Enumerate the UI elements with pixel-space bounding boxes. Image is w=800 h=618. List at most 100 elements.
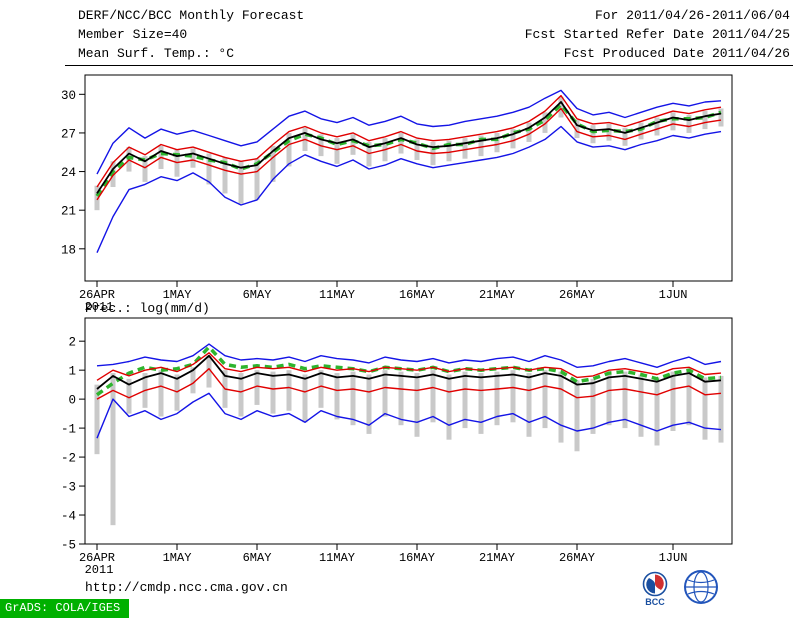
member-spread-bars xyxy=(670,371,676,431)
series-ensemble-mean xyxy=(96,101,722,194)
x-tick-label: 6MAY xyxy=(243,551,272,565)
member-spread-bars xyxy=(494,132,500,153)
y-tick-label: 21 xyxy=(61,205,76,219)
header-separator-line xyxy=(65,65,793,66)
member-spread-bars xyxy=(190,148,196,168)
y-tick-label: 1 xyxy=(68,365,76,379)
grads-credit-badge: GrADS: COLA/IGES xyxy=(0,599,130,618)
member-spread-bars xyxy=(398,132,404,154)
produced-date-label: Fcst Produced Date 2011/04/26 xyxy=(563,46,790,61)
precipitation-chart: -5 -4 -3 -2 -1 0 1 2 26APR 1MAY 6MAY 11MAY 16MAY 21MA… xyxy=(61,317,733,577)
y-tick-label: 0 xyxy=(68,394,76,408)
member-spread-bars xyxy=(558,371,564,443)
y-tick-label: -3 xyxy=(61,481,76,495)
member-spread-bars xyxy=(286,132,292,167)
member-spread-bars xyxy=(686,114,692,133)
temperature-chart: 18 21 24 27 30 26APR 1MAY 6MAY 11MAY 16MAY 21MAY 26… xyxy=(61,74,733,310)
x-tick-label: 1JUN xyxy=(659,288,688,302)
member-spread-bars xyxy=(670,112,676,131)
member-spread-bars xyxy=(254,370,260,405)
member-spread-bars xyxy=(270,145,276,182)
x-tick-label: 26APR xyxy=(79,288,115,302)
member-spread-bars xyxy=(254,158,260,200)
member-spread-bars xyxy=(302,374,308,423)
series-upper-bound xyxy=(96,94,722,188)
y-tick-label: -1 xyxy=(61,423,76,437)
member-spread-bars xyxy=(350,134,356,155)
bcc-logo-label: BCC xyxy=(645,597,665,607)
series-ensemble-max xyxy=(96,343,722,368)
member-spread-bars xyxy=(286,370,292,411)
member-spread-bars xyxy=(606,373,612,426)
x-tick-label: 11MAY xyxy=(319,551,355,565)
member-spread-bars xyxy=(558,96,564,118)
member-spread-bars xyxy=(334,373,340,420)
member-spread-bars xyxy=(542,370,548,429)
y-tick-label: 2 xyxy=(68,336,76,350)
member-spread-bars xyxy=(638,122,644,140)
refer-date-label: Fcst Started Refer Date 2011/04/25 xyxy=(524,27,790,42)
member-spread-bars xyxy=(142,156,148,182)
x-tick-label: 26MAY xyxy=(559,288,595,302)
plot-frame xyxy=(84,74,733,282)
series-ensemble-min xyxy=(96,392,722,439)
x-tick-label: 26MAY xyxy=(559,551,595,565)
member-spread-bars xyxy=(638,374,644,437)
member-spread-bars xyxy=(702,111,708,130)
member-spread-bars xyxy=(526,373,532,437)
member-spread-bars xyxy=(622,127,628,146)
member-spread-bars xyxy=(654,377,660,446)
website-url: http://cmdp.ncc.cma.gov.cn xyxy=(85,580,288,595)
x-tick-label: 16MAY xyxy=(399,288,435,302)
member-spread-bars xyxy=(686,370,692,426)
member-spread-bars xyxy=(446,140,452,162)
member-spread-bars xyxy=(190,367,196,394)
x-tick-label: 1MAY xyxy=(163,551,192,565)
plot-frame xyxy=(84,317,733,545)
y-tick-label: 24 xyxy=(61,166,76,180)
x-tick-label: 11MAY xyxy=(319,288,355,302)
member-spread-bars xyxy=(574,120,580,139)
member-spread-bars xyxy=(510,129,516,149)
series-lower-bound xyxy=(96,368,722,400)
x-axis-year-label: 2011 xyxy=(85,300,114,310)
y-tick-label: -4 xyxy=(61,510,76,524)
y-tick-label: 18 xyxy=(61,243,76,257)
y-tick-label: 27 xyxy=(61,127,76,141)
member-spread-bars xyxy=(94,185,100,211)
member-spread-bars xyxy=(718,375,724,443)
member-spread-bars xyxy=(718,108,724,127)
member-spread-bars xyxy=(526,122,532,142)
member-spread-bars xyxy=(574,380,580,452)
member-spread-bars xyxy=(590,378,596,434)
member-spread-bars xyxy=(654,117,660,136)
member-spread-bars xyxy=(334,138,340,164)
member-spread-bars xyxy=(126,378,132,414)
y-tick-label: 30 xyxy=(61,89,76,103)
series-ensemble-mean xyxy=(96,354,722,390)
member-spread-bars xyxy=(430,370,436,423)
member-spread-bars xyxy=(702,377,708,440)
x-tick-label: 16MAY xyxy=(399,551,435,565)
member-spread-bars xyxy=(414,139,420,160)
member-spread-bars xyxy=(318,370,324,408)
x-tick-label: 1MAY xyxy=(163,288,192,302)
x-tick-label: 21MAY xyxy=(479,288,515,302)
member-spread-bars xyxy=(382,370,388,417)
x-tick-label: 1JUN xyxy=(659,551,688,565)
x-axis-year-label: 2011 xyxy=(85,563,114,577)
y-tick-label: -2 xyxy=(61,452,76,466)
series-ensemble-min xyxy=(96,125,722,253)
member-spread-bars xyxy=(222,157,228,194)
member-spread-bars xyxy=(414,373,420,437)
y-tick-label: -5 xyxy=(61,539,76,553)
member-spread-bars xyxy=(398,371,404,426)
member-spread-bars xyxy=(446,374,452,440)
member-spread-bars xyxy=(350,371,356,426)
bcc-logo-icon: BCC xyxy=(642,571,668,607)
series-ensemble-max xyxy=(96,89,722,175)
member-spread-bars xyxy=(238,161,244,204)
member-spread-bars xyxy=(478,135,484,157)
x-tick-label: 21MAY xyxy=(479,551,515,565)
